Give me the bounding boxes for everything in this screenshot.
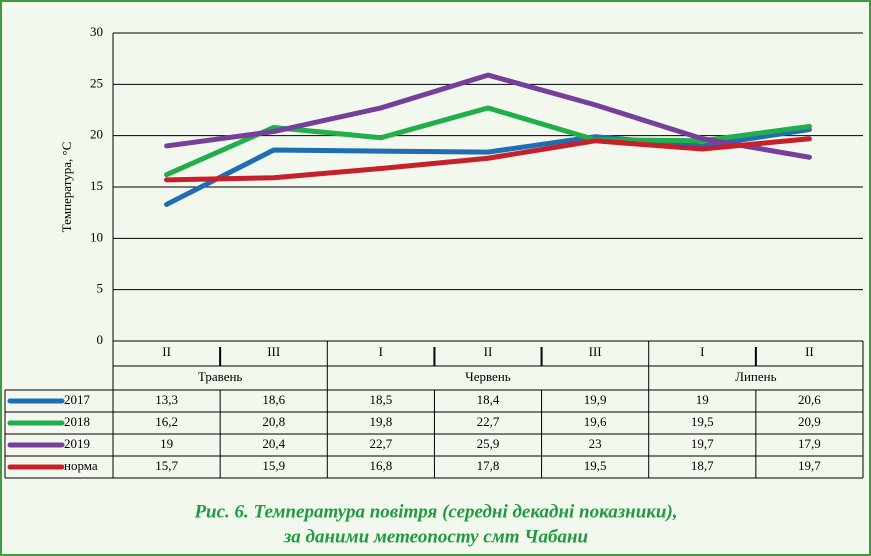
table-value: 25,9 (477, 436, 500, 451)
y-tick-label: 15 (90, 178, 103, 193)
table-value: 18,7 (691, 458, 714, 473)
x-tick-label: I (379, 344, 383, 359)
series-line (164, 127, 812, 207)
group-label: Травень (198, 369, 243, 384)
table-value: 17,8 (477, 458, 500, 473)
x-tick-label: III (267, 344, 280, 359)
table-value: 16,8 (369, 458, 392, 473)
table-value: 20,8 (262, 414, 285, 429)
legend-label: 2019 (64, 436, 90, 451)
table-value: 19,5 (691, 414, 714, 429)
group-label: Липень (735, 369, 776, 384)
table-value: 20,4 (262, 436, 285, 451)
legend-label: норма (64, 458, 98, 473)
table-value: 18,6 (262, 392, 285, 407)
x-tick-label: II (484, 344, 493, 359)
x-tick-label: II (162, 344, 171, 359)
table-value: 17,9 (798, 436, 821, 451)
table-value: 19,7 (798, 458, 821, 473)
caption: за даними метеопосту смт Чабани (283, 526, 588, 547)
x-tick-label: I (700, 344, 704, 359)
table-value: 19,9 (584, 392, 607, 407)
table-value: 18,5 (369, 392, 392, 407)
x-tick-label: III (589, 344, 602, 359)
table-value: 16,2 (155, 414, 178, 429)
caption: Рис. 6. Температура повітря (середні дек… (193, 501, 677, 522)
table-value: 19,8 (369, 414, 392, 429)
y-tick-label: 10 (90, 229, 103, 244)
table-value: 19,7 (691, 436, 714, 451)
table-value: 15,9 (262, 458, 285, 473)
table-value: 20,9 (798, 414, 821, 429)
table-value: 19,5 (584, 458, 607, 473)
group-label: Червень (465, 369, 511, 384)
y-tick-label: 0 (97, 332, 104, 347)
table-value: 23 (589, 436, 602, 451)
legend-label: 2018 (64, 414, 90, 429)
table-value: 18,4 (477, 392, 500, 407)
series-line (164, 136, 812, 183)
y-tick-label: 25 (90, 75, 103, 90)
table-value: 22,7 (369, 436, 392, 451)
table-value: 20,6 (798, 392, 821, 407)
y-axis-label: Температура, °С (59, 142, 74, 233)
table-value: 22,7 (477, 414, 500, 429)
y-tick-label: 5 (97, 281, 104, 296)
table-value: 15,7 (155, 458, 178, 473)
y-tick-label: 30 (90, 24, 103, 39)
table-value: 19 (696, 392, 709, 407)
table-value: 19 (160, 436, 173, 451)
y-tick-label: 20 (90, 127, 103, 142)
legend-label: 2017 (64, 392, 91, 407)
table-value: 19,6 (584, 414, 607, 429)
table-value: 13,3 (155, 392, 178, 407)
series-line (164, 72, 812, 160)
x-tick-label: II (805, 344, 814, 359)
